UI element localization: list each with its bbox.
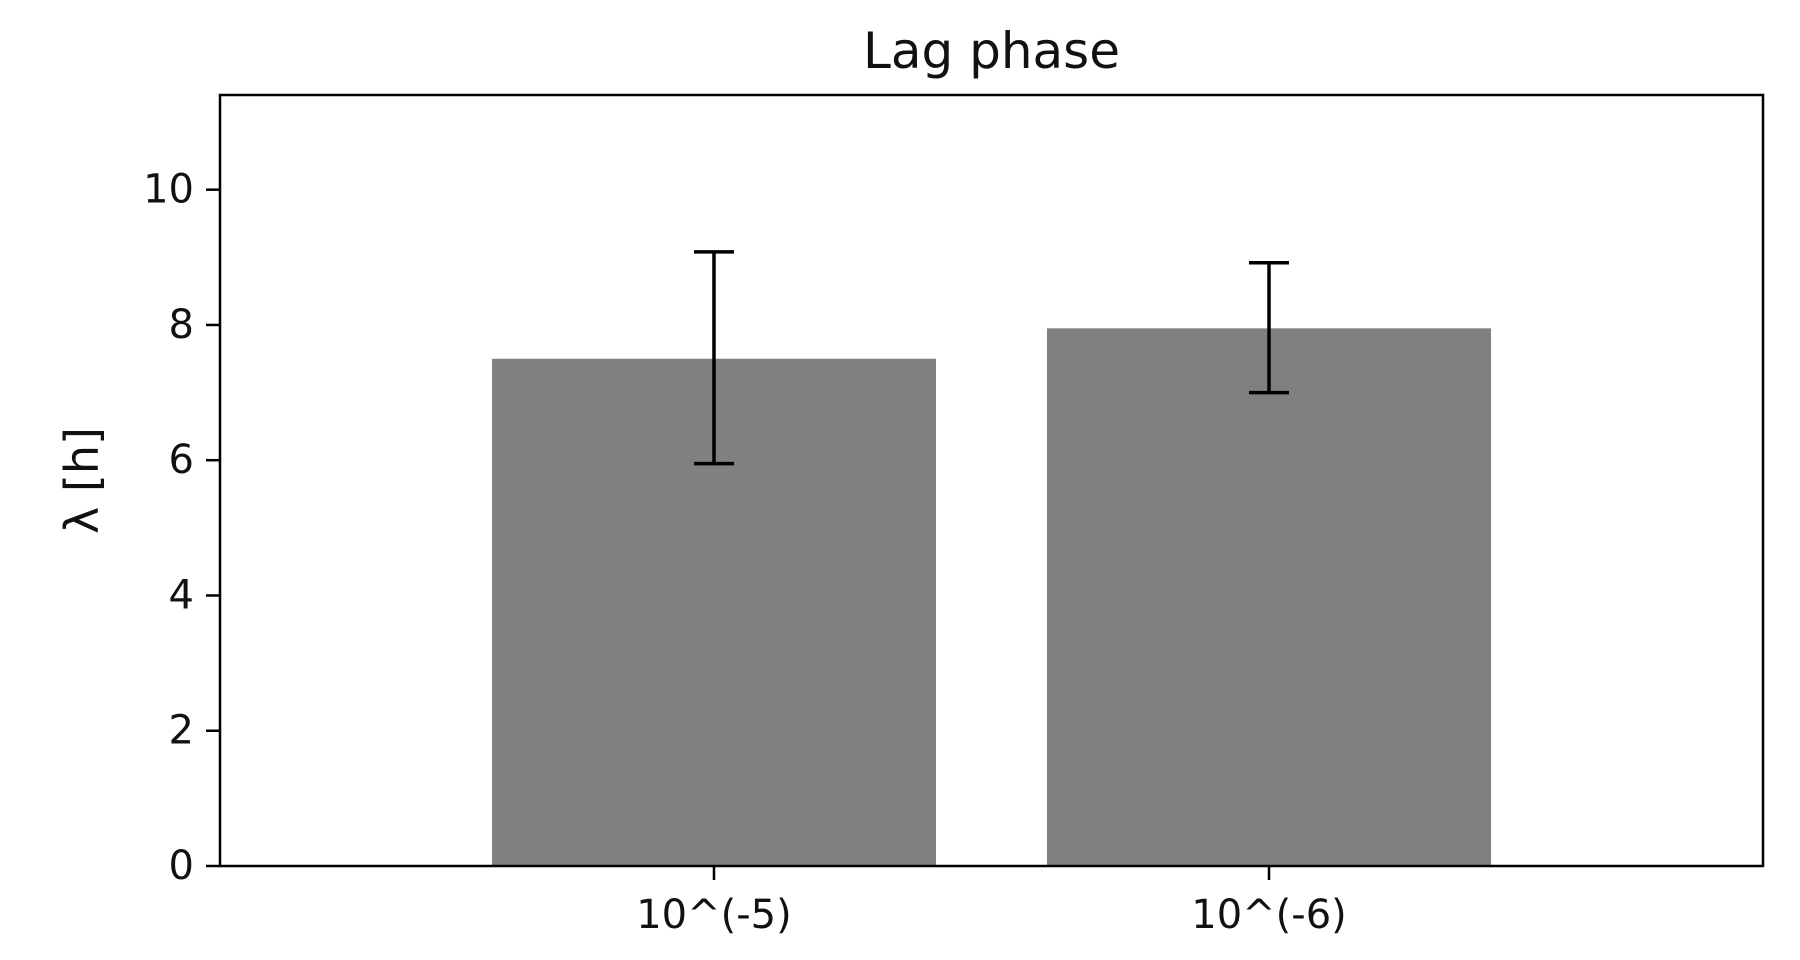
bar-2 — [1047, 328, 1492, 866]
errorbars-group — [693, 250, 1290, 466]
x-tick-label-2: 10^(-6) — [1191, 892, 1347, 938]
y-axis-label: λ [h] — [55, 427, 109, 534]
y-tick-label-8: 8 — [169, 302, 194, 348]
y-tick-label-4: 4 — [169, 572, 194, 618]
x-axis-ticks: 10^(-5) 10^(-6) — [636, 866, 1347, 938]
y-tick-label-0: 0 — [169, 843, 194, 889]
y-axis-ticks: 0 2 4 6 8 10 — [143, 167, 220, 889]
y-tick-label-2: 2 — [169, 708, 194, 754]
bars-group — [491, 328, 1492, 866]
y-tick-label-10: 10 — [143, 167, 194, 213]
chart-title: Lag phase — [863, 22, 1120, 80]
y-tick-label-6: 6 — [169, 437, 194, 483]
x-tick-label-1: 10^(-5) — [636, 892, 792, 938]
plot-frame — [218, 93, 1765, 868]
